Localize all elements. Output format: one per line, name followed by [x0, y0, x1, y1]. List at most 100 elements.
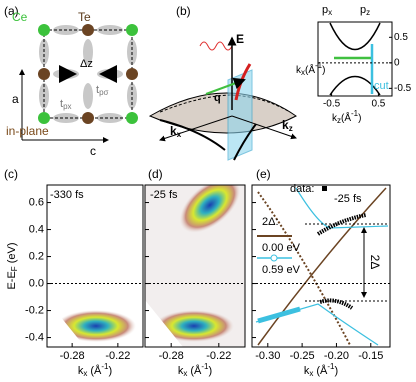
piece: x: [183, 369, 187, 377]
legend-label: data:: [290, 183, 314, 195]
legend-label: -25 fs: [334, 193, 362, 205]
legend-label: 2Δ:: [262, 216, 279, 228]
ce-atoms: [38, 24, 138, 124]
piece: ): [335, 365, 339, 377]
piece: (Å: [187, 364, 202, 377]
piece: k: [178, 365, 184, 377]
piece: k: [296, 65, 302, 76]
inset-band: [329, 22, 381, 51]
piece: (Å: [87, 364, 102, 377]
piece: ): [358, 113, 361, 124]
legend-label: 0.00 eV: [262, 242, 301, 254]
main: t: [96, 84, 99, 96]
x-axis-label: kx (Å-1): [78, 362, 112, 377]
sub: x: [177, 130, 182, 139]
panel-label: (d): [148, 167, 163, 181]
axis-label: E: [236, 32, 244, 46]
x-axis-label: kx (Å-1): [304, 362, 338, 377]
x-tick-label: -0.28: [60, 350, 85, 362]
piece: ): [322, 65, 325, 76]
axis-arrow: [231, 115, 297, 140]
y-axis-label: E-EF (eV): [6, 242, 19, 289]
legend-label: 0.59 eV: [262, 264, 301, 276]
plot-frame: [251, 184, 391, 348]
panel-label: (c): [4, 167, 18, 181]
delay-label: -25 fs: [150, 189, 178, 201]
sub: z: [366, 8, 370, 17]
shift-label: Δz: [80, 58, 93, 70]
plot-frame: [144, 184, 246, 348]
piece: k: [332, 113, 338, 124]
axis-arrow: [159, 115, 233, 142]
panel-b: (b) E q kx kz cut px pz kx(Å-1) kz(Å-1): [148, 4, 393, 161]
atom-label: Te: [78, 10, 91, 24]
inset-cut-label: cut: [374, 80, 389, 92]
piece: E-E: [6, 271, 18, 289]
sub: z: [289, 124, 293, 133]
piece: ): [209, 365, 213, 377]
orbital-label: pz: [360, 4, 370, 17]
main: p: [322, 4, 328, 16]
intensity-map: [145, 185, 245, 347]
sub: x: [328, 8, 332, 17]
x-tick-label: -0.30: [255, 350, 280, 362]
y-tick-label: -0.2: [25, 304, 44, 316]
hopping-label: tpσ: [96, 84, 109, 97]
sub: px: [63, 102, 71, 111]
x-tick-label: 0.5: [371, 99, 385, 110]
y-tick-label: 0.0: [29, 277, 44, 289]
q-arrow: [205, 77, 246, 95]
piece: z: [337, 116, 341, 125]
plane-label: in-plane: [6, 124, 49, 138]
y-tick-label: 0.4: [29, 223, 44, 235]
piece: -1: [101, 362, 109, 371]
band-line: [233, 123, 257, 161]
axis-label: c: [90, 144, 96, 158]
piece: (Å: [313, 364, 328, 377]
main: k: [170, 124, 177, 138]
te-atoms: [38, 24, 138, 124]
delay-label: -330 fs: [50, 189, 84, 201]
axis-label: kx: [170, 124, 182, 139]
y-tick-label: 0.5: [394, 32, 408, 43]
x-tick-label: -0.5: [323, 99, 341, 110]
pump-wave: [199, 41, 233, 51]
band-line: [159, 119, 226, 151]
inset-x-label: kz(Å-1): [332, 109, 361, 125]
atom-label: Ce: [12, 10, 28, 24]
x-tick-label: -0.22: [206, 350, 231, 362]
piece: (Å: [305, 63, 315, 76]
y-tick-label: 0.2: [29, 250, 44, 262]
piece: F: [10, 266, 19, 271]
piece: x: [309, 369, 313, 377]
y-tick-label: 0: [394, 57, 400, 68]
piece: x: [83, 369, 87, 377]
band-curves: [255, 186, 389, 346]
inset-band: [329, 75, 381, 96]
y-tick-label: -0.4: [25, 331, 44, 343]
main: p: [360, 4, 366, 16]
x-tick-label: -0.25: [290, 350, 315, 362]
piece: (Å: [341, 111, 351, 124]
sub: pσ: [99, 88, 108, 97]
main: k: [282, 118, 289, 132]
piece: -1: [327, 362, 335, 371]
x-tick-label: -0.20: [324, 350, 349, 362]
panel-a: (a) Ce Te Δz tpx tpσ a c in-plane: [4, 4, 138, 158]
y-tick-label: 0.6: [29, 196, 44, 208]
orbitals: [39, 25, 137, 123]
piece: -1: [315, 61, 323, 70]
piece: k: [304, 365, 310, 377]
inset-y-label: kx(Å-1): [296, 61, 325, 77]
panel-label: (a): [4, 4, 19, 18]
intensity-map: [47, 185, 143, 347]
axis-label: kz: [282, 118, 293, 133]
q-label: q: [214, 92, 221, 104]
hopping-label: tpx: [60, 98, 72, 111]
main: t: [60, 98, 63, 110]
piece: (eV): [6, 242, 18, 266]
x-tick-label: -0.22: [105, 350, 130, 362]
x-tick-label: -0.28: [159, 350, 184, 362]
panel-label: (e): [256, 167, 271, 181]
